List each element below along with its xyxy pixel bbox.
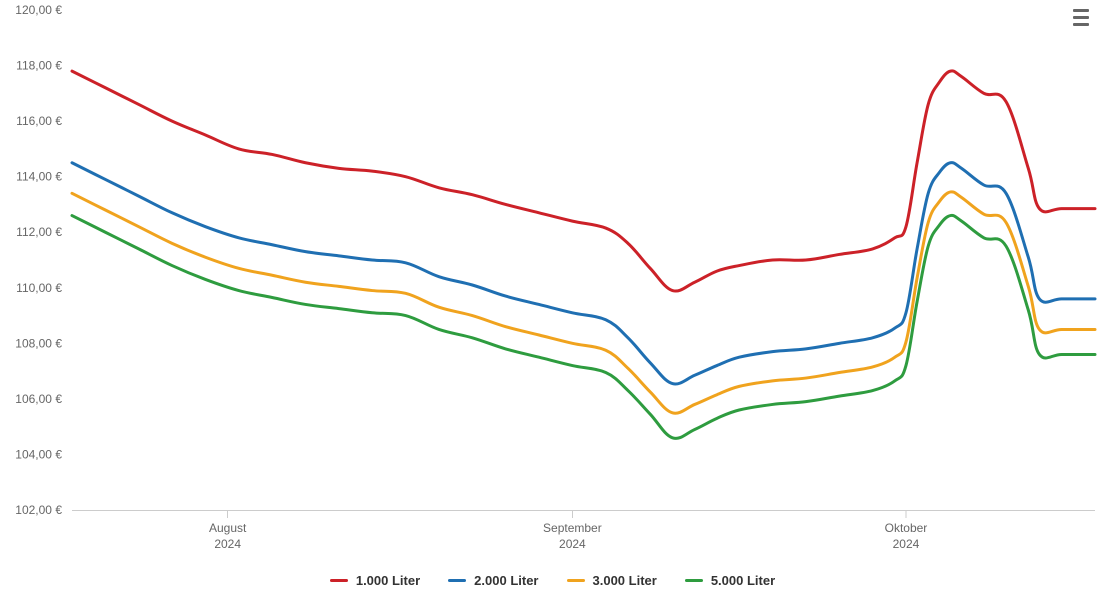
legend-label: 2.000 Liter: [474, 573, 538, 588]
y-axis-tick-label: 108,00 €: [15, 336, 62, 350]
legend-swatch: [330, 579, 348, 582]
x-axis-tick-label-month: August: [209, 521, 247, 535]
chart-legend: 1.000 Liter 2.000 Liter 3.000 Liter 5.000 L…: [0, 570, 1105, 588]
series-line: [72, 71, 1095, 291]
y-axis-tick-label: 116,00 €: [16, 114, 62, 128]
legend-label: 5.000 Liter: [711, 573, 775, 588]
series-line: [72, 192, 1095, 413]
y-axis-tick-label: 112,00 €: [16, 225, 62, 239]
x-axis-tick-label-month: September: [543, 521, 602, 535]
y-axis-tick-label: 104,00 €: [15, 447, 62, 461]
legend-item[interactable]: 3.000 Liter: [567, 573, 657, 588]
x-axis-tick-label-year: 2024: [214, 537, 241, 551]
y-axis-tick-label: 102,00 €: [15, 503, 62, 517]
series-line: [72, 163, 1095, 384]
legend-swatch: [567, 579, 585, 582]
x-axis-tick-label-month: Oktober: [885, 521, 928, 535]
legend-swatch: [685, 579, 703, 582]
legend-item[interactable]: 1.000 Liter: [330, 573, 420, 588]
chart-svg: 102,00 € 104,00 € 106,00 € 108,00 € 110,00 €…: [0, 0, 1105, 602]
price-line-chart: 102,00 € 104,00 € 106,00 € 108,00 € 110,00 €…: [0, 0, 1105, 602]
legend-swatch: [448, 579, 466, 582]
y-axis-tick-label: 120,00 €: [15, 3, 62, 17]
x-axis-tick-label-year: 2024: [559, 537, 586, 551]
y-axis-tick-label: 110,00 €: [16, 281, 62, 295]
y-axis-tick-label: 106,00 €: [15, 392, 62, 406]
series-line: [72, 215, 1095, 438]
y-axis-tick-label: 118,00 €: [16, 59, 62, 73]
legend-label: 1.000 Liter: [356, 573, 420, 588]
legend-label: 3.000 Liter: [593, 573, 657, 588]
y-axis-tick-label: 114,00 €: [16, 170, 62, 184]
legend-item[interactable]: 2.000 Liter: [448, 573, 538, 588]
legend-item[interactable]: 5.000 Liter: [685, 573, 775, 588]
x-axis-tick-label-year: 2024: [893, 537, 920, 551]
